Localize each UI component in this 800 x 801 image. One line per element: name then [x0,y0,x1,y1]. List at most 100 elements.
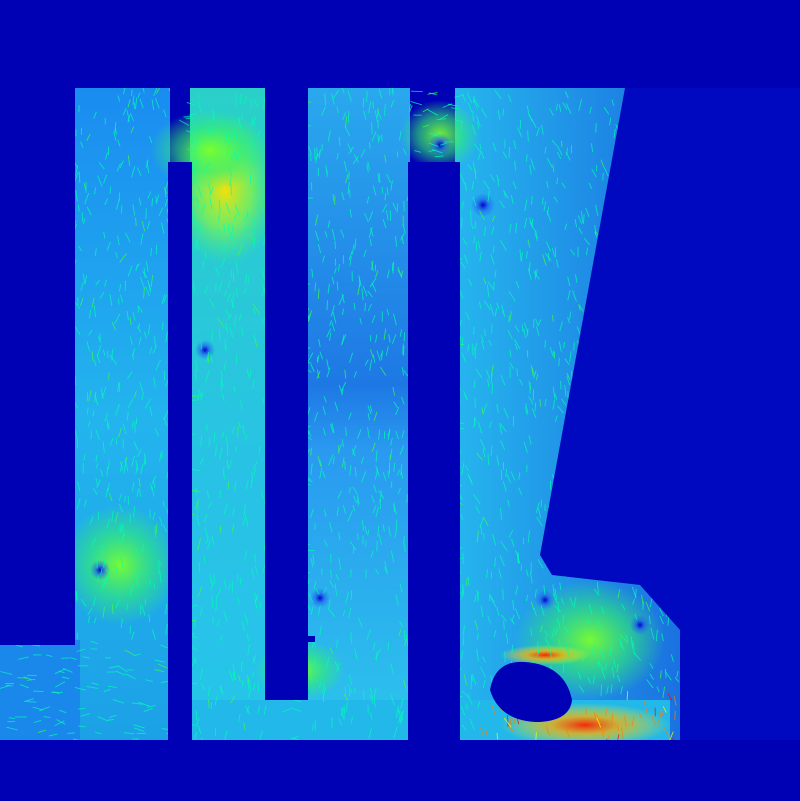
velocity-arrow [106,519,111,529]
velocity-arrow [602,727,606,734]
velocity-arrow [565,646,571,658]
velocity-arrow [375,450,378,463]
velocity-arrow [338,263,340,272]
velocity-arrow [565,151,571,161]
velocity-arrow [200,204,206,215]
velocity-arrow [96,575,99,583]
velocity-arrow [494,270,497,278]
velocity-arrow [529,221,536,232]
velocity-arrow [470,222,474,230]
velocity-arrow [310,558,314,568]
velocity-arrow [233,315,237,327]
velocity-arrow [218,280,223,292]
velocity-arrow [131,702,144,705]
velocity-arrow [364,302,366,312]
velocity-arrow [242,227,248,234]
velocity-arrow [314,214,319,226]
velocity-arrow [307,352,314,364]
velocity-arrow [198,389,202,397]
velocity-arrow [338,294,344,306]
velocity-arrow [367,161,371,170]
velocity-arrow [224,730,228,740]
velocity-arrow [26,701,37,703]
velocity-arrow [352,444,357,455]
velocity-arrow [135,264,139,272]
velocity-arrow [382,472,387,482]
velocity-arrow [516,127,523,138]
velocity-arrow [537,558,544,569]
velocity-arrow [373,484,377,493]
velocity-arrow [663,727,671,738]
velocity-arrow [393,401,398,408]
velocity-arrow [74,686,87,691]
velocity-arrow [396,469,401,476]
velocity-arrow [481,407,484,415]
velocity-arrow [481,340,485,350]
velocity-arrow [204,527,209,539]
velocity-arrow [393,504,397,515]
velocity-arrow [146,705,156,708]
velocity-arrow [131,482,135,492]
velocity-arrow [348,251,353,261]
velocity-arrow [537,641,540,654]
velocity-arrow [254,597,258,609]
velocity-arrow [399,583,403,593]
velocity-arrow [474,342,477,354]
velocity-arrow [228,460,232,470]
velocity-arrow [210,701,213,710]
velocity-arrow [106,568,110,579]
velocity-arrow [592,675,596,684]
velocity-arrow [475,505,480,514]
velocity-arrow [372,641,376,650]
velocity-arrow [78,245,82,252]
velocity-arrow [378,534,383,546]
velocity-arrow [164,198,168,207]
velocity-arrow [263,97,266,109]
velocity-arrow [76,591,78,601]
velocity-arrow [408,103,411,110]
velocity-arrow [374,648,382,660]
velocity-arrow [104,279,108,287]
velocity-arrow [218,448,223,460]
velocity-arrow [151,629,156,640]
velocity-arrow [524,406,528,416]
velocity-arrow [103,556,106,568]
velocity-arrow [131,89,133,96]
velocity-arrow [461,586,464,599]
velocity-arrow [78,725,86,728]
velocity-arrow [156,194,160,203]
velocity-arrow [624,716,627,727]
velocity-arrow [338,136,341,147]
velocity-arrow [144,398,152,409]
velocity-arrow [558,357,560,367]
velocity-arrow [138,197,142,206]
velocity-arrow [115,403,120,416]
velocity-arrow [659,670,662,679]
velocity-arrow [371,261,374,271]
velocity-arrow [241,326,244,337]
velocity-arrow [473,97,480,108]
velocity-arrow [122,423,127,435]
velocity-arrow [80,713,90,717]
velocity-arrow [211,330,213,341]
velocity-arrow [78,171,81,183]
velocity-arrow [487,378,490,388]
velocity-arrow [245,479,249,490]
velocity-arrow [314,411,319,422]
velocity-arrow [192,281,196,293]
velocity-arrow [322,470,326,479]
velocity-arrow [659,615,664,625]
middle-channel [305,88,410,740]
velocity-arrow [646,679,654,689]
velocity-arrow [362,285,368,297]
velocity-arrow [362,520,364,531]
velocity-arrow [106,351,109,358]
velocity-arrow [467,576,470,586]
velocity-arrow [218,242,226,252]
velocity-arrow [117,139,121,147]
velocity-arrow [205,351,210,363]
velocity-arrow [554,415,558,423]
velocity-arrow [307,592,314,603]
velocity-arrow [549,346,554,357]
velocity-arrow [463,674,467,686]
